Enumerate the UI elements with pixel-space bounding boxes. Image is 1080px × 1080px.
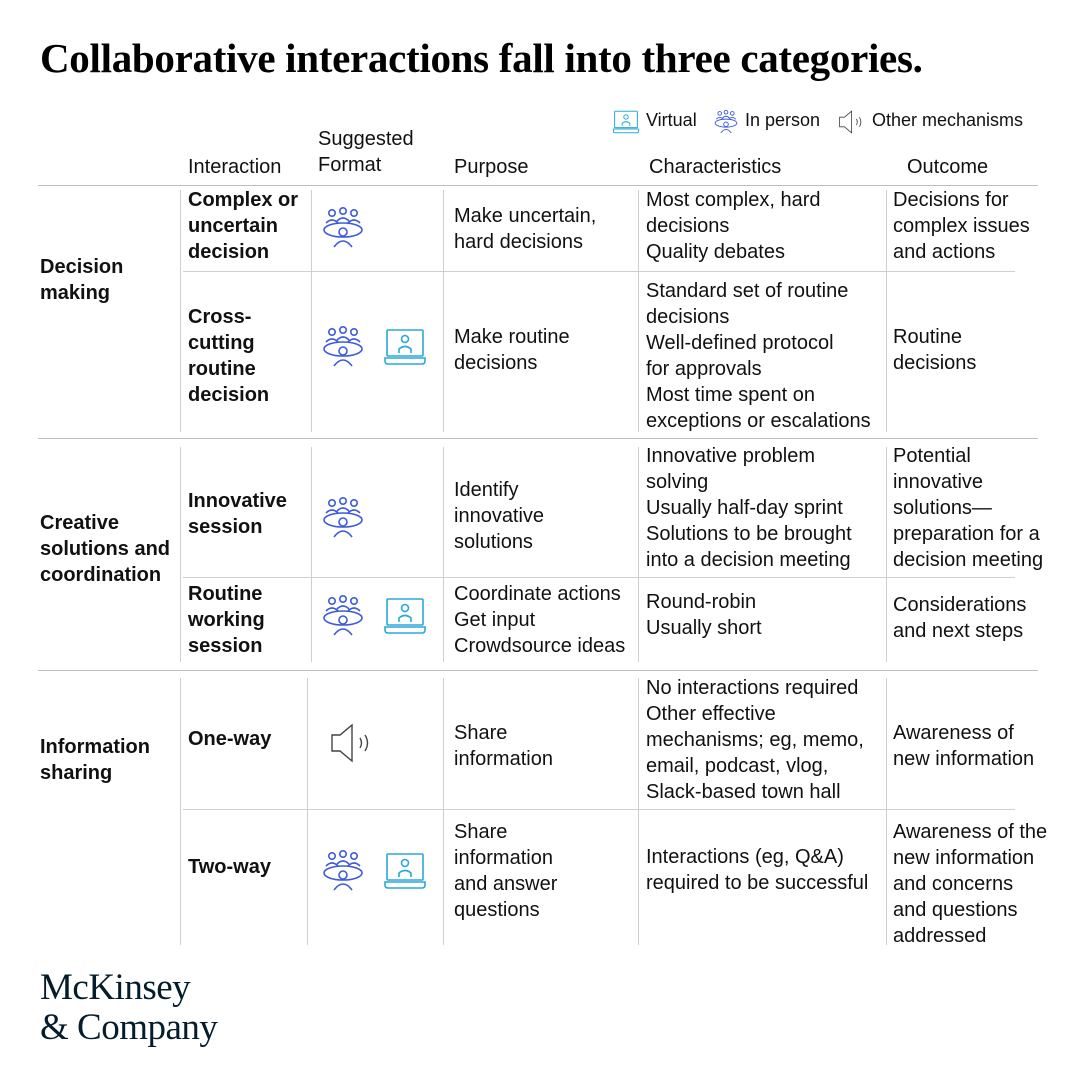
row-characteristics: Standard set of routine decisions Well-d… — [646, 280, 871, 432]
people-group-icon — [323, 207, 363, 248]
divider — [38, 438, 1038, 439]
divider — [38, 185, 1038, 186]
row-interaction: Innovative session — [188, 490, 287, 538]
row-characteristics: Most complex, hard decisions Quality deb… — [646, 189, 821, 263]
laptop-icon — [384, 329, 426, 365]
row-characteristics: Innovative problem solving Usually half-… — [646, 445, 852, 571]
group-creative-solutions: Creative solutions and coordination — [40, 512, 170, 586]
divider — [183, 577, 1015, 578]
people-group-icon — [323, 497, 363, 538]
row-interaction: Two-way — [188, 856, 271, 878]
divider — [38, 670, 1038, 671]
header-interaction: Interaction — [188, 156, 282, 178]
row-purpose: Share information and answer questions — [454, 821, 558, 921]
row-outcome: Considerations and next steps — [893, 594, 1027, 642]
row-outcome: Potential innovative solutions— preparat… — [893, 445, 1044, 571]
row-outcome: Routine decisions — [893, 326, 977, 374]
laptop-icon — [384, 853, 426, 889]
row-characteristics: No interactions required Other effective… — [646, 677, 864, 803]
header-purpose: Purpose — [454, 156, 529, 178]
people-group-icon — [714, 110, 738, 134]
legend-other-mechanisms: Other mechanisms — [872, 110, 1024, 130]
legend-virtual: Virtual — [646, 110, 697, 130]
people-group-icon — [323, 326, 363, 367]
row-characteristics: Round-robin Usually short — [646, 591, 762, 639]
row-outcome: Decisions for complex issues and actions — [893, 189, 1030, 263]
laptop-icon — [612, 110, 640, 134]
row-outcome: Awareness of new information — [893, 722, 1035, 770]
legend-in-person: In person — [745, 110, 821, 130]
header-outcome: Outcome — [907, 156, 989, 178]
header-characteristics: Characteristics — [649, 156, 782, 178]
row-purpose: Make uncertain, hard decisions — [454, 205, 597, 253]
group-information-sharing: Information sharing — [40, 736, 150, 784]
row-interaction: Complex or uncertain decision — [188, 189, 299, 263]
row-interaction: One-way — [188, 728, 272, 750]
speaker-icon — [839, 110, 862, 134]
row-characteristics: Interactions (eg, Q&A) required to be su… — [646, 846, 869, 894]
divider — [183, 809, 1015, 810]
row-purpose: Share information — [454, 722, 553, 770]
people-group-icon — [323, 595, 363, 636]
divider — [183, 271, 1015, 272]
people-group-icon — [323, 850, 363, 891]
row-purpose: Make routine decisions — [454, 326, 570, 374]
laptop-icon — [384, 598, 426, 634]
page-title: Collaborative interactions fall into thr… — [40, 35, 923, 81]
row-interaction: Cross- cutting routine decision — [188, 306, 270, 406]
header-format: Suggested Format — [318, 128, 414, 176]
mckinsey-logo: McKinsey & Company — [40, 967, 218, 1048]
row-purpose: Coordinate actions Get input Crowdsource… — [454, 583, 626, 657]
speaker-icon — [331, 724, 369, 762]
row-purpose: Identify innovative solutions — [454, 479, 545, 553]
group-decision-making: Decision making — [40, 256, 124, 304]
row-outcome: Awareness of the new information and con… — [893, 821, 1048, 947]
row-interaction: Routine working session — [188, 583, 265, 657]
